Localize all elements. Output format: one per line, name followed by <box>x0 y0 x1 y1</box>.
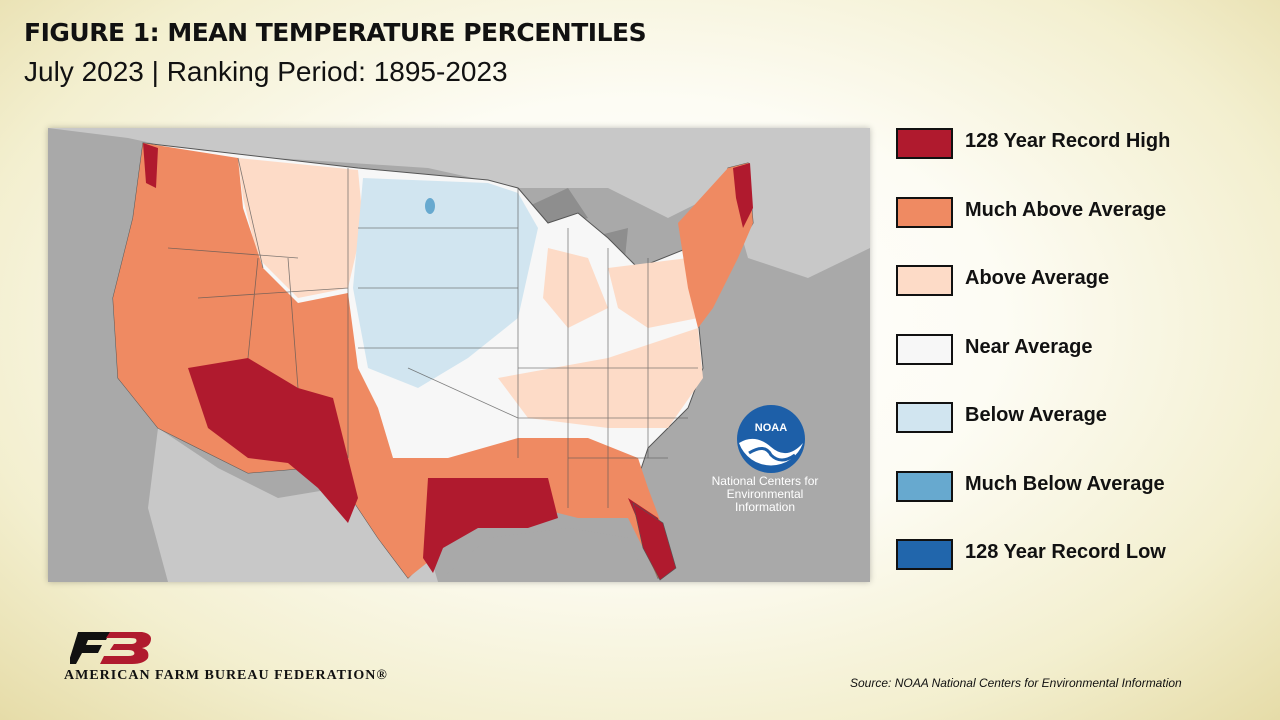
figure-title: FIGURE 1: MEAN TEMPERATURE PERCENTILES <box>24 18 647 47</box>
organization-name: AMERICAN FARM BUREAU FEDERATION® <box>64 668 388 683</box>
mexico-landmass <box>148 428 438 582</box>
legend-swatch <box>896 471 953 502</box>
legend-label: 128 Year Record Low <box>965 541 1166 563</box>
legend-swatch <box>896 197 953 228</box>
afbf-logo <box>70 632 151 664</box>
great-lakes <box>503 188 678 303</box>
region-record-high <box>143 143 753 578</box>
legend-swatch <box>896 334 953 365</box>
region-above-average <box>238 158 703 428</box>
canada-landmass <box>48 128 870 278</box>
legend-item-much-above: Much Above Average <box>896 195 1256 235</box>
legend-swatch <box>896 128 953 159</box>
gulf-of-mexico <box>438 528 648 582</box>
region-much-below-average <box>425 198 435 214</box>
legend-swatch <box>896 539 953 570</box>
legend-label: 128 Year Record High <box>965 130 1171 152</box>
legend-label: Near Average <box>965 336 1093 358</box>
legend-label: Below Average <box>965 404 1107 426</box>
legend-item-much-below: Much Below Average <box>896 469 1256 509</box>
source-credit: Source: NOAA National Centers for Enviro… <box>850 676 1182 690</box>
region-much-above-average <box>113 143 753 578</box>
noaa-logo: NOAA <box>737 405 805 473</box>
legend-swatch <box>896 402 953 433</box>
legend-item-above: Above Average <box>896 263 1256 303</box>
noaa-logo-text: NOAA <box>755 422 787 434</box>
legend-label: Above Average <box>965 267 1110 289</box>
temperature-map: NOAA National Centers for Environmental … <box>48 128 870 582</box>
legend-item-below: Below Average <box>896 400 1256 440</box>
figure-subtitle: July 2023 | Ranking Period: 1895-2023 <box>24 56 508 87</box>
us-map-svg <box>48 128 870 582</box>
state-borders <box>167 157 698 508</box>
region-below-average <box>353 178 538 388</box>
florida-peninsula <box>632 502 677 581</box>
noaa-caption: National Centers for Environmental Infor… <box>711 474 819 514</box>
legend-item-record-low: 128 Year Record Low <box>896 537 1256 577</box>
legend-label: Much Above Average <box>965 199 1167 221</box>
legend-item-near: Near Average <box>896 332 1256 372</box>
legend-label: Much Below Average <box>965 473 1165 495</box>
legend-item-record-high: 128 Year Record High <box>896 126 1256 166</box>
legend-swatch <box>896 265 953 296</box>
